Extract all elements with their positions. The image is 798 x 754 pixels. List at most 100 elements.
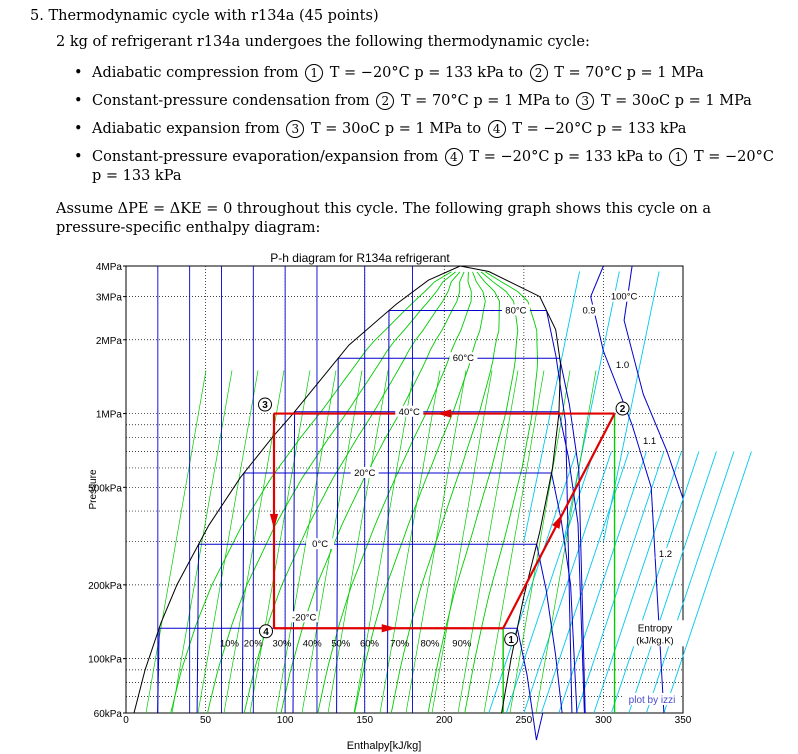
entropy-line (558, 451, 647, 714)
step-item: Adiabatic expansion from 3 T = 30oC p = … (74, 120, 774, 139)
watermark-text: plot by izzi (629, 695, 676, 706)
plot-frame (125, 265, 684, 714)
entropy-label-bg (579, 304, 600, 316)
entropy-line (610, 451, 700, 714)
state-number: 2 (529, 64, 548, 82)
entropy-line (563, 271, 620, 542)
entropy-label-bg (639, 435, 660, 447)
quality-line (317, 271, 472, 714)
y-tick-label: 200kPa (88, 581, 122, 592)
state-number: 1 (305, 64, 324, 82)
isotherm-line (157, 627, 544, 741)
watermark-bg (623, 693, 679, 705)
quality-label: 50% (331, 638, 351, 649)
quality-line (354, 271, 486, 714)
quality-line (464, 271, 539, 714)
state-point-label: 3 (262, 400, 268, 411)
state-point-marker (259, 624, 274, 639)
y-axis-label: Pressure (88, 469, 99, 509)
isotherm-label: 100°C (611, 292, 638, 303)
quality-line (405, 370, 467, 714)
y-tick-label: 2MPa (96, 336, 123, 347)
isotherm-label-bg (306, 538, 335, 550)
isotherm-label-bg (501, 304, 530, 316)
entropy-line (575, 451, 665, 714)
state-point-marker (504, 632, 519, 647)
quality-line (327, 370, 389, 714)
quality-line (427, 271, 519, 714)
step-text: T = −20°C p = 133 kPa (92, 149, 774, 184)
entropy-line (523, 451, 612, 714)
quality-label: 60% (360, 638, 380, 649)
quality-label: 90% (452, 638, 472, 649)
problem-intro: 2 kg of refrigerant r134a undergoes the … (56, 34, 590, 50)
cycle-arrowhead (436, 409, 452, 418)
quality-line (483, 370, 545, 714)
isotherm-label-bg (350, 467, 379, 479)
y-tick-label: 3MPa (96, 293, 123, 304)
isotherm-label-bg (395, 405, 424, 417)
quality-line (431, 370, 493, 714)
entropy-line (593, 451, 682, 714)
quality-label: 40% (303, 638, 323, 649)
step-text: Adiabatic expansion from (92, 121, 280, 137)
x-tick-label: 300 (595, 715, 612, 726)
entropy-legend-title: Entropy (638, 623, 672, 634)
isotherm-line (336, 357, 586, 714)
isotherm-line (241, 472, 578, 714)
quality-line (170, 271, 452, 714)
entropy-label-bg (655, 547, 676, 559)
step-text: T = −20°C p = 133 kPa to (469, 149, 663, 165)
state-point-marker (258, 397, 273, 412)
state-number: 2 (376, 92, 395, 110)
isotherm-line (590, 265, 665, 714)
entropy-label-bg (612, 358, 633, 370)
quality-line (353, 370, 415, 714)
quality-label: 30% (272, 638, 292, 649)
problem-heading: 5. Thermodynamic cycle with r134a (45 po… (30, 8, 379, 24)
quality-line (280, 271, 465, 714)
state-point-label: 4 (263, 627, 269, 638)
entropy-label: 0.9 (582, 306, 595, 317)
isotherm-label: 60°C (453, 353, 474, 364)
entropy-line (602, 271, 660, 542)
state-number: 3 (286, 120, 305, 138)
isotherm-line (196, 543, 563, 714)
chart-title: P-h diagram for R134a refrigerant (270, 251, 450, 265)
quality-line (390, 271, 500, 714)
step-text: T = −20°C p = 133 kPa (512, 121, 687, 137)
cycle-arrowhead (269, 514, 279, 529)
step-text: T = 70°C p = 1 MPa (554, 65, 704, 81)
cycle-arrowhead (381, 624, 397, 633)
y-tick-label: 500kPa (88, 483, 122, 494)
x-tick-label: 250 (516, 715, 533, 726)
isotherm-line (623, 265, 684, 499)
quality-line (275, 370, 337, 714)
step-text: T = −20°C p = 133 kPa to (329, 65, 523, 81)
quality-line (535, 370, 597, 714)
step-item: Adiabatic compression from 1 T = −20°C p… (74, 64, 774, 83)
isotherm-label: 20°C (354, 468, 375, 479)
entropy-legend-unit: (kJ/kg.K) (636, 635, 673, 646)
y-tick-label: 100kPa (88, 655, 122, 666)
entropy-label: 1.0 (616, 360, 629, 371)
quality-line (379, 370, 441, 714)
state-number: 4 (444, 148, 463, 166)
ph-diagram-chart: 1 2 3 4 P-h diagram for R134a refrigerant Ent… (88, 251, 752, 752)
quality-label: 70% (390, 638, 410, 649)
entropy-label: 1.1 (643, 436, 656, 447)
isotherm-label: 80°C (505, 306, 526, 317)
step-text: Constant-pressure condensation from (92, 93, 370, 109)
quality-label: 80% (420, 638, 440, 649)
x-tick-label: 0 (123, 715, 129, 726)
quality-line (171, 370, 233, 714)
state-point-label: 1 (508, 635, 514, 646)
quality-line (457, 370, 519, 714)
entropy-line (628, 451, 717, 714)
x-tick-label: 200 (436, 715, 453, 726)
quality-label: 20% (244, 638, 264, 649)
entropy-line (663, 451, 752, 714)
y-tick-label: 60kPa (94, 709, 123, 720)
isotherm-line (386, 310, 573, 714)
cycle-arrowhead (552, 513, 563, 529)
